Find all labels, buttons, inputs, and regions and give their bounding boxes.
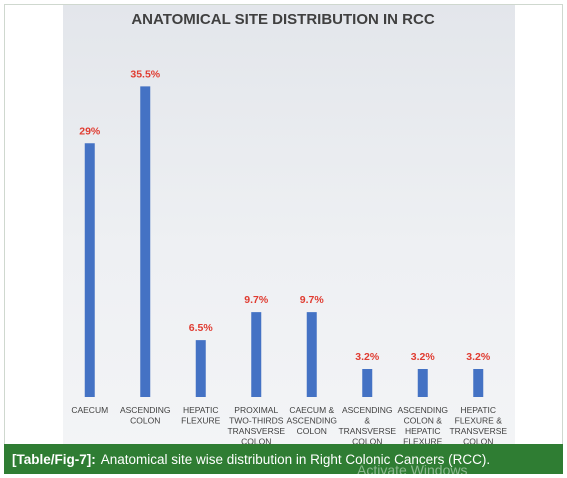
tick-label-3: PROXIMAL TWO-THIRDS TRANSVERSE COLON — [227, 405, 285, 447]
tick-label-line: ASCENDING — [120, 405, 171, 415]
data-label-0: 29% — [79, 125, 101, 137]
tick-label-line: TRANSVERSE — [449, 426, 507, 436]
tick-label-line: COLON — [241, 437, 271, 447]
tick-label-line: TRANSVERSE — [227, 426, 285, 436]
bar-3 — [251, 312, 262, 397]
tick-label-line: & — [364, 416, 370, 426]
figure-frame — [4, 4, 563, 474]
chart-title: ANATOMICAL SITE DISTRIBUTION IN RCC — [131, 11, 435, 28]
data-label-6: 3.2% — [411, 351, 436, 363]
tick-label-line: CAECUM & — [289, 405, 334, 415]
tick-label-line: COLON — [352, 437, 382, 447]
figure-caption: [Table/Fig-7]: Anatomical site wise dist… — [4, 444, 563, 474]
tick-label-line: COLON — [130, 416, 160, 426]
tick-label-line: COLON — [297, 426, 327, 436]
tick-label-line: FLEXURE & — [455, 416, 503, 426]
tick-label-line: HEPATIC — [405, 426, 441, 436]
tick-label-line: HEPATIC — [460, 405, 496, 415]
data-label-4: 9.7% — [300, 294, 325, 306]
activate-windows-watermark: Activate Windows — [357, 462, 468, 478]
tick-label-line: FLEXURE — [181, 416, 221, 426]
tick-label-0: CAECUM — [71, 405, 108, 415]
chart-background — [63, 5, 515, 449]
tick-label-5: ASCENDING & TRANSVERSE COLON — [338, 405, 396, 447]
tick-label-2: HEPATIC FLEXURE — [181, 405, 221, 426]
data-label-7: 3.2% — [466, 351, 491, 363]
data-label-3: 9.7% — [244, 294, 269, 306]
bar-2 — [195, 340, 206, 397]
data-label-1: 35.5% — [130, 68, 160, 80]
tick-label-line: HEPATIC — [183, 405, 219, 415]
tick-label-6: ASCENDING COLON & HEPATIC FLEXURE — [397, 405, 448, 447]
caption-label: [Table/Fig-7]: — [12, 451, 96, 467]
bar-6 — [417, 369, 428, 397]
bar-4 — [306, 312, 317, 397]
data-label-2: 6.5% — [189, 322, 214, 334]
bar-7 — [473, 369, 484, 397]
bar-5 — [362, 369, 373, 397]
tick-label-line: FLEXURE — [403, 437, 443, 447]
bar-1 — [140, 86, 151, 397]
tick-label-line: ASCENDING — [286, 416, 337, 426]
tick-label-line: COLON & — [404, 416, 443, 426]
tick-label-1: ASCENDING COLON — [120, 405, 171, 426]
tick-label-4: CAECUM & ASCENDING COLON — [286, 405, 337, 436]
bar-0 — [84, 143, 95, 397]
tick-label-line: PROXIMAL — [234, 405, 278, 415]
tick-label-line: ASCENDING — [342, 405, 393, 415]
tick-label-line: ASCENDING — [397, 405, 448, 415]
tick-label-7: HEPATIC FLEXURE & TRANSVERSE COLON — [449, 405, 507, 447]
caption-text: Anatomical site wise distribution in Rig… — [100, 451, 491, 467]
tick-label-line: TRANSVERSE — [338, 426, 396, 436]
data-label-5: 3.2% — [355, 351, 380, 363]
tick-label-line: CAECUM — [71, 405, 108, 415]
tick-label-line: TWO-THIRDS — [229, 416, 284, 426]
tick-label-line: COLON — [463, 437, 493, 447]
